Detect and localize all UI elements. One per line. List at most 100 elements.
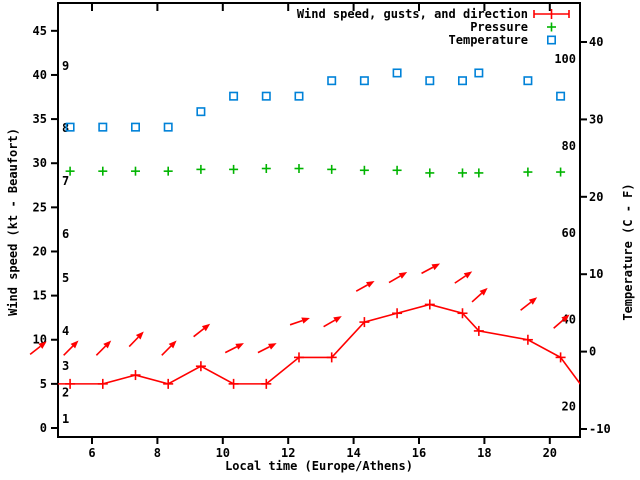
celsius-tick-label: -10 xyxy=(589,422,611,436)
celsius-tick-label: 40 xyxy=(589,35,603,49)
celsius-tick-label: 20 xyxy=(589,190,603,204)
wind-direction-arrow xyxy=(553,319,565,329)
kt-tick-label: 5 xyxy=(40,377,47,391)
beaufort-label: 6 xyxy=(62,227,69,241)
x-tick-label: 14 xyxy=(346,446,360,460)
wind-direction-arrowhead xyxy=(366,280,375,288)
wind-direction-arrowhead xyxy=(333,316,342,323)
wind-direction-arrow xyxy=(161,345,172,356)
wind-direction-arrowhead xyxy=(38,341,47,349)
wind-direction-arrow xyxy=(257,346,270,354)
celsius-tick-label: 0 xyxy=(589,345,596,359)
wind-speed-line xyxy=(58,303,580,385)
wind-direction-arrow xyxy=(454,275,467,284)
wind-direction-arrow xyxy=(193,328,205,338)
beaufort-label: 2 xyxy=(62,386,69,400)
temperature-point xyxy=(457,76,467,86)
kt-tick-label: 0 xyxy=(40,421,47,435)
legend-label: Pressure xyxy=(470,20,528,34)
wind-direction-arrow xyxy=(95,345,107,356)
wind-direction-arrow xyxy=(63,345,74,356)
temperature-point xyxy=(130,122,140,132)
temperature-point xyxy=(65,122,75,132)
wind-direction-arrowhead xyxy=(268,343,277,350)
x-tick-label: 18 xyxy=(477,446,491,460)
temperature-square-sample xyxy=(546,35,556,45)
temperature-point xyxy=(98,122,108,132)
beaufort-label: 5 xyxy=(62,271,69,285)
wind-direction-arrow xyxy=(520,301,532,311)
right-axis-title: Temperature (C - F) xyxy=(621,183,635,320)
wind-direction-arrowhead xyxy=(168,340,177,349)
kt-tick-label: 40 xyxy=(33,68,47,82)
right-axis-ticks: 40 30 20 10 0 -10 xyxy=(580,35,611,436)
legend-label: Wind speed, gusts, and direction xyxy=(297,7,528,21)
wind-direction-arrow xyxy=(29,345,41,355)
celsius-tick-label: 30 xyxy=(589,112,603,126)
wind-direction-arrowhead xyxy=(479,287,488,296)
wind-series xyxy=(58,299,580,389)
wind-direction-arrowhead xyxy=(201,323,211,332)
kt-tick-label: 20 xyxy=(33,244,47,258)
kt-tick-label: 15 xyxy=(33,289,47,303)
kt-tick-label: 35 xyxy=(33,112,47,126)
left-axis-title: Wind speed (kt - Beaufort) xyxy=(6,128,20,316)
wind-direction-arrowhead xyxy=(463,271,473,279)
temperature-point xyxy=(163,122,173,132)
wind-direction-arrows xyxy=(29,263,570,356)
x-axis-title: Local time (Europe/Athens) xyxy=(225,459,413,473)
legend-markers xyxy=(533,9,570,45)
x-tick-label: 10 xyxy=(216,446,230,460)
wind-direction-arrow xyxy=(128,336,139,348)
pressure-series xyxy=(65,164,566,178)
fahrenheit-label: 100 xyxy=(554,52,576,66)
beaufort-label: 3 xyxy=(62,359,69,373)
wind-direction-arrowhead xyxy=(398,272,408,279)
wind-direction-arrow xyxy=(471,292,483,303)
beaufort-label: 7 xyxy=(62,174,69,188)
kt-tick-label: 25 xyxy=(33,200,47,214)
wind-direction-arrowhead xyxy=(528,297,538,305)
celsius-tick-label: 10 xyxy=(589,267,603,281)
legend-label: Temperature xyxy=(449,33,528,47)
wind-direction-arrow xyxy=(388,275,401,284)
wind-direction-arrow xyxy=(323,319,336,328)
beaufort-label: 9 xyxy=(62,59,69,73)
wind-direction-arrowhead xyxy=(70,340,79,349)
x-tick-label: 20 xyxy=(543,446,557,460)
temperature-point xyxy=(327,76,337,86)
plot-border xyxy=(57,2,581,438)
wind-direction-arrow xyxy=(289,319,303,326)
wind-direction-arrowhead xyxy=(235,343,244,350)
x-tick-label: 8 xyxy=(154,446,161,460)
temperature-point xyxy=(425,76,435,86)
legend: Wind speed, gusts, and directionPressure… xyxy=(297,7,528,47)
fahrenheit-label: 80 xyxy=(562,139,576,153)
temperature-series xyxy=(65,68,566,132)
beaufort-label: 4 xyxy=(62,324,69,338)
x-tick-label: 6 xyxy=(88,446,95,460)
kt-tick-label: 45 xyxy=(33,24,47,38)
temperature-point xyxy=(474,68,484,78)
fahrenheit-label: 60 xyxy=(562,226,576,240)
temperature-point xyxy=(556,91,566,101)
x-tick-label: 12 xyxy=(281,446,295,460)
wind-direction-arrowhead xyxy=(431,263,441,271)
temperature-point xyxy=(196,107,206,117)
temperature-point xyxy=(523,76,533,86)
wind-direction-arrowhead xyxy=(561,314,570,323)
fahrenheit-label: 20 xyxy=(562,400,576,414)
beaufort-label: 1 xyxy=(62,412,69,426)
temperature-point xyxy=(392,68,402,78)
wind-direction-arrowhead xyxy=(103,340,112,349)
temperature-point xyxy=(359,76,369,86)
wind-direction-arrow xyxy=(421,266,434,275)
temperature-point xyxy=(294,91,304,101)
wind-direction-arrowhead xyxy=(135,331,144,340)
x-tick-label: 16 xyxy=(412,446,426,460)
